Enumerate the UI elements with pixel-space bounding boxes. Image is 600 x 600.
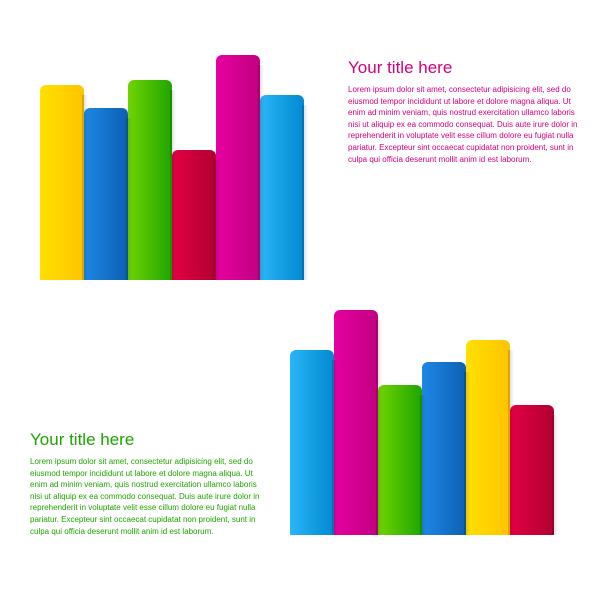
bar: [40, 85, 84, 280]
bar: [216, 55, 260, 280]
bar: [260, 95, 304, 280]
bar: [510, 405, 554, 535]
bar: [378, 385, 422, 535]
bar: [290, 350, 334, 535]
bar: [422, 362, 466, 535]
bar: [466, 340, 510, 535]
bottom-text-block: Your title here Lorem ipsum dolor sit am…: [30, 430, 260, 537]
bar: [334, 310, 378, 535]
top-text-block: Your title here Lorem ipsum dolor sit am…: [348, 58, 578, 165]
bar: [172, 150, 216, 280]
top-title: Your title here: [348, 58, 578, 78]
top-body: Lorem ipsum dolor sit amet, consectetur …: [348, 84, 578, 165]
bar: [84, 108, 128, 280]
bottom-bar-chart: [290, 310, 554, 535]
bottom-title: Your title here: [30, 430, 260, 450]
top-bar-chart: [40, 55, 304, 280]
bar: [128, 80, 172, 280]
bottom-body: Lorem ipsum dolor sit amet, consectetur …: [30, 456, 260, 537]
